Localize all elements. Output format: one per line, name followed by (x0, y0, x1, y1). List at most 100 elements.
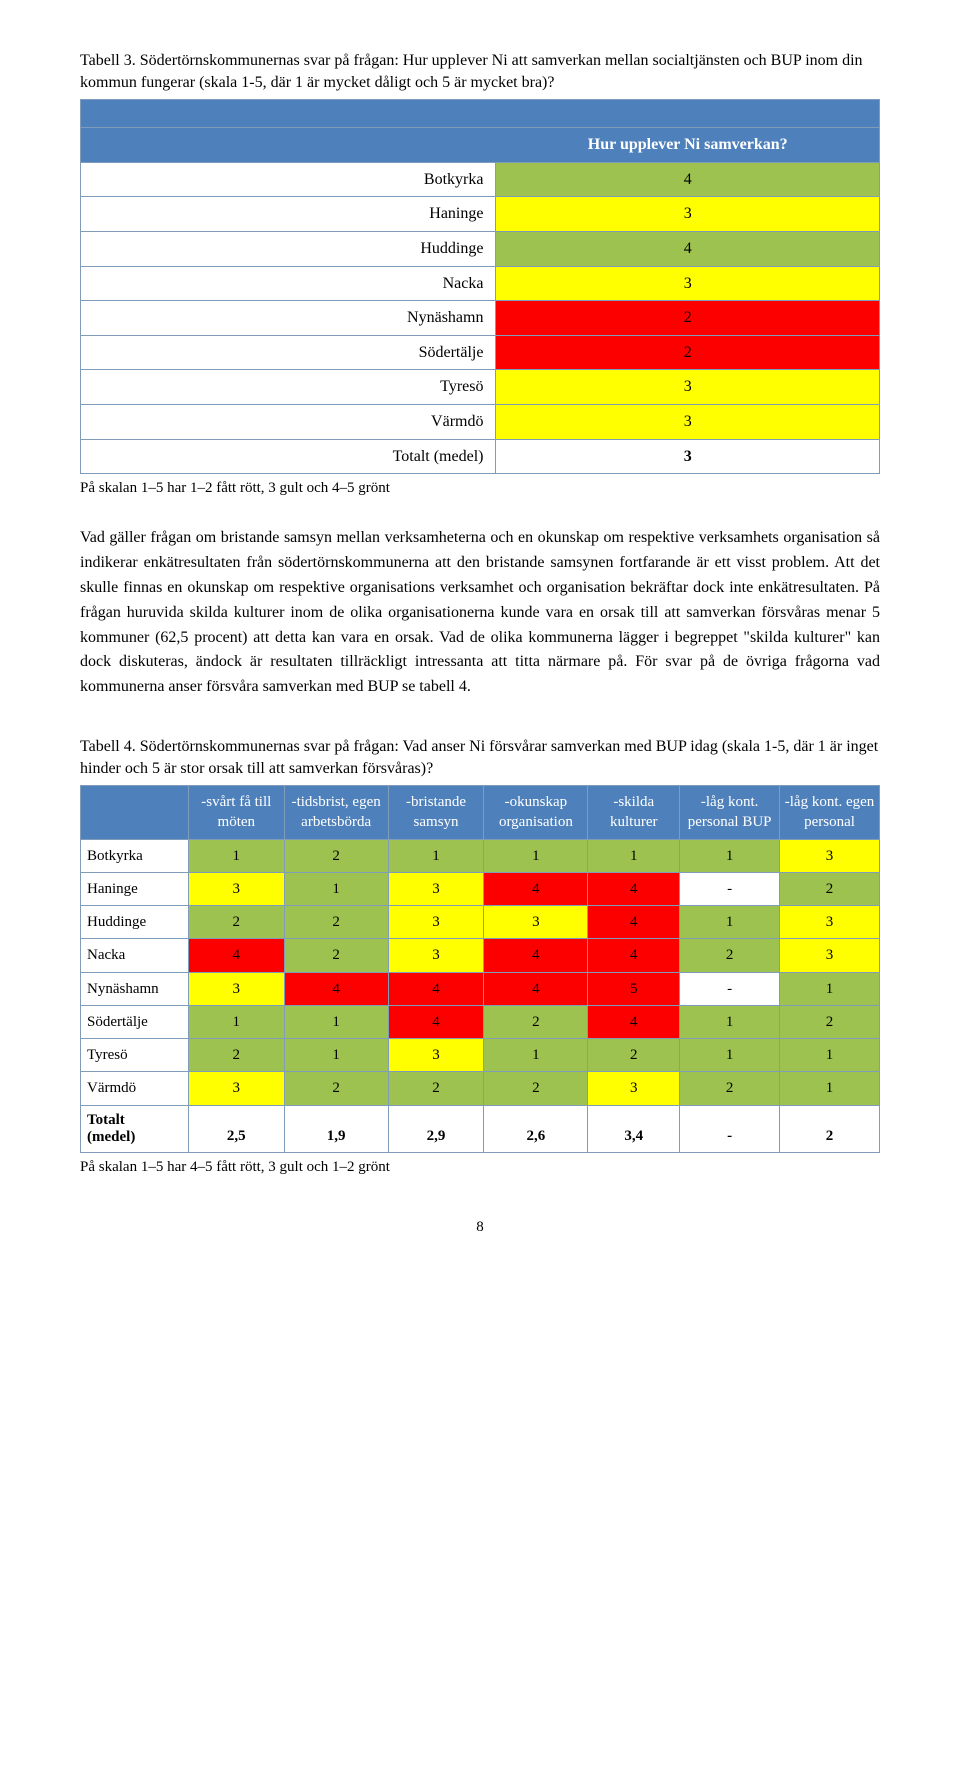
table4-cell: 4 (484, 972, 588, 1005)
table4-cell: 3 (388, 1039, 484, 1072)
table4-col-header: -okunskap organisation (484, 786, 588, 840)
table4-cell: 4 (484, 872, 588, 905)
table3-row-label: Nacka (81, 266, 496, 301)
table4-row-label: Södertälje (81, 1005, 189, 1038)
table4-total-cell: 1,9 (284, 1105, 388, 1153)
table3-row-value: 2 (496, 301, 880, 336)
table4-cell: 4 (588, 906, 680, 939)
table4-cell: 1 (284, 1039, 388, 1072)
table4-cell: 4 (388, 972, 484, 1005)
table4-cell: 1 (284, 1005, 388, 1038)
table4-col-header: -svårt få till möten (188, 786, 284, 840)
table4-total-cell: 2 (780, 1105, 880, 1153)
table4-cell: 4 (588, 872, 680, 905)
table4-cell: 2 (780, 872, 880, 905)
table4-cell: 4 (388, 1005, 484, 1038)
body-paragraph: Vad gäller frågan om bristande samsyn me… (80, 526, 880, 700)
table4-cell: - (680, 872, 780, 905)
table3-row-value: 3 (496, 370, 880, 405)
table4-cell: 1 (588, 839, 680, 872)
table4-row-label: Tyresö (81, 1039, 189, 1072)
table4-cell: 2 (188, 1039, 284, 1072)
table4-cell: 1 (780, 972, 880, 1005)
table4-cell: 2 (484, 1005, 588, 1038)
table3-row-value: 3 (496, 266, 880, 301)
table3-row-value: 3 (496, 197, 880, 232)
table4-cell: 3 (388, 906, 484, 939)
table4-cell: 2 (484, 1072, 588, 1105)
table4-cell: 3 (484, 906, 588, 939)
table3-header: Hur upplever Ni samverkan? (496, 128, 880, 163)
table4-cell: 1 (780, 1072, 880, 1105)
table4-total-cell: - (680, 1105, 780, 1153)
table3-footnote: På skalan 1–5 har 1–2 fått rött, 3 gult … (80, 478, 880, 498)
table4-total-label: Totalt(medel) (81, 1105, 189, 1153)
table4-cell: 2 (388, 1072, 484, 1105)
table4-cell: 2 (284, 1072, 388, 1105)
table4-cell: 3 (388, 872, 484, 905)
table4-cell: 2 (284, 906, 388, 939)
table4-cell: 1 (680, 1005, 780, 1038)
table4-cell: 3 (388, 939, 484, 972)
table4-row-label: Huddinge (81, 906, 189, 939)
table4-row-label: Nynäshamn (81, 972, 189, 1005)
table4-cell: 2 (284, 839, 388, 872)
table4-cell: 1 (284, 872, 388, 905)
table4-cell: 4 (588, 939, 680, 972)
table4-cell: 3 (780, 839, 880, 872)
table4-cell: 1 (484, 1039, 588, 1072)
table4-cell: 1 (484, 839, 588, 872)
table4-cell: 3 (780, 939, 880, 972)
table3-row-label: Totalt (medel) (81, 439, 496, 474)
table4-total-cell: 2,9 (388, 1105, 484, 1153)
table3-row-label: Huddinge (81, 231, 496, 266)
table4-cell: 3 (188, 872, 284, 905)
table4-cell: 3 (188, 1072, 284, 1105)
page-number: 8 (80, 1217, 880, 1237)
table4-cell: 4 (188, 939, 284, 972)
table3-row-value: 3 (496, 404, 880, 439)
table3-caption: Tabell 3. Södertörnskommunernas svar på … (80, 50, 880, 93)
table4-cell: 5 (588, 972, 680, 1005)
table4-total-cell: 3,4 (588, 1105, 680, 1153)
table4-cell: 1 (780, 1039, 880, 1072)
table4-cell: 1 (188, 839, 284, 872)
table4-caption: Tabell 4. Södertörnskommunernas svar på … (80, 736, 880, 779)
table3-row-label: Södertälje (81, 335, 496, 370)
table3-row-value: 4 (496, 231, 880, 266)
table4-cell: 1 (680, 906, 780, 939)
table4-header-blank (81, 786, 189, 840)
table4-col-header: -låg kont. personal BUP (680, 786, 780, 840)
table4-cell: 4 (484, 939, 588, 972)
table4-col-header: -skilda kulturer (588, 786, 680, 840)
table3-header-blank (81, 128, 496, 163)
table4: -svårt få till möten-tidsbrist, egen arb… (80, 785, 880, 1153)
table3-row-value: 2 (496, 335, 880, 370)
table4-cell: 1 (680, 839, 780, 872)
table4-cell: 2 (188, 906, 284, 939)
table4-total-cell: 2,6 (484, 1105, 588, 1153)
table4-cell: 2 (680, 1072, 780, 1105)
table4-row-label: Värmdö (81, 1072, 189, 1105)
table4-cell: 2 (588, 1039, 680, 1072)
table3: Hur upplever Ni samverkan? Botkyrka4Hani… (80, 99, 880, 474)
table4-row-label: Botkyrka (81, 839, 189, 872)
table4-row-label: Nacka (81, 939, 189, 972)
table4-cell: 1 (680, 1039, 780, 1072)
table4-cell: 3 (780, 906, 880, 939)
table4-cell: 2 (284, 939, 388, 972)
table3-row-label: Botkyrka (81, 162, 496, 197)
table3-row-label: Nynäshamn (81, 301, 496, 336)
table4-col-header: -låg kont. egen personal (780, 786, 880, 840)
table4-cell: 2 (780, 1005, 880, 1038)
table4-cell: - (680, 972, 780, 1005)
table3-row-label: Haninge (81, 197, 496, 232)
table4-col-header: -tidsbrist, egen arbetsbörda (284, 786, 388, 840)
table3-row-label: Värmdö (81, 404, 496, 439)
table4-footnote: På skalan 1–5 har 4–5 fått rött, 3 gult … (80, 1157, 880, 1177)
table4-cell: 4 (588, 1005, 680, 1038)
table4-row-label: Haninge (81, 872, 189, 905)
table3-row-value: 3 (496, 439, 880, 474)
table4-cell: 3 (588, 1072, 680, 1105)
table4-total-cell: 2,5 (188, 1105, 284, 1153)
